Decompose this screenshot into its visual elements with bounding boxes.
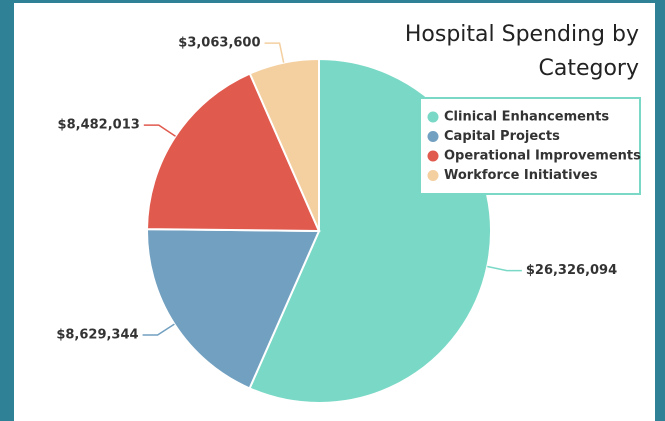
legend-swatch — [427, 111, 439, 123]
data-label: $3,063,600 — [178, 36, 260, 51]
leader-line — [264, 42, 285, 63]
data-label: $8,629,344 — [56, 327, 138, 342]
legend-swatch — [427, 170, 439, 181]
pie-slice — [248, 57, 320, 232]
legend-label: Operational Improvements — [444, 149, 641, 164]
legend-label: Clinical Enhancements — [444, 110, 609, 125]
leader-line — [143, 124, 176, 137]
legend-swatch — [427, 131, 439, 142]
legend-swatch — [427, 150, 439, 162]
chart-title: Hospital Spending by Category — [404, 22, 639, 81]
data-label: $8,482,013 — [58, 118, 140, 133]
leader-line — [487, 265, 522, 272]
leader-line — [142, 323, 175, 336]
pie-slice — [145, 72, 321, 233]
data-label: $26,326,094 — [526, 263, 617, 278]
legend-box — [419, 97, 641, 195]
legend-label: Workforce Initiatives — [444, 168, 598, 183]
pie-slice — [146, 228, 321, 390]
legend-label: Capital Projects — [444, 129, 560, 144]
